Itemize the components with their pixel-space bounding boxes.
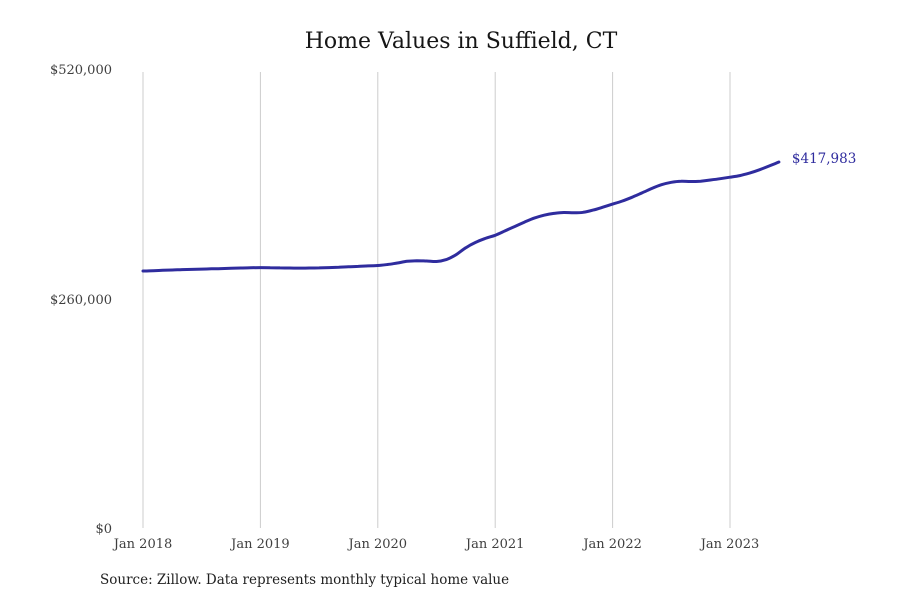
x-tick-jan-2019: Jan 2019 xyxy=(231,537,290,552)
y-tick-520000: $520,000 xyxy=(49,63,112,78)
home-value-line xyxy=(141,160,781,273)
y-tick-260000: $260,000 xyxy=(49,292,112,308)
y-tick-0: $0 xyxy=(95,522,112,537)
x-tick-jan-2023: Jan 2023 xyxy=(700,537,760,552)
x-tick-jan-2018: Jan 2018 xyxy=(113,537,173,552)
x-tick-jan-2022: Jan 2022 xyxy=(583,537,642,552)
source-note: Source: Zillow. Data represents monthly … xyxy=(100,572,510,588)
x-tick-jan-2021: Jan 2021 xyxy=(465,537,525,552)
series-end-label: $417,983 xyxy=(791,151,857,168)
x-tick-jan-2020: Jan 2020 xyxy=(348,537,408,552)
chart-title: Home Values in Suffield, CT xyxy=(304,29,618,54)
